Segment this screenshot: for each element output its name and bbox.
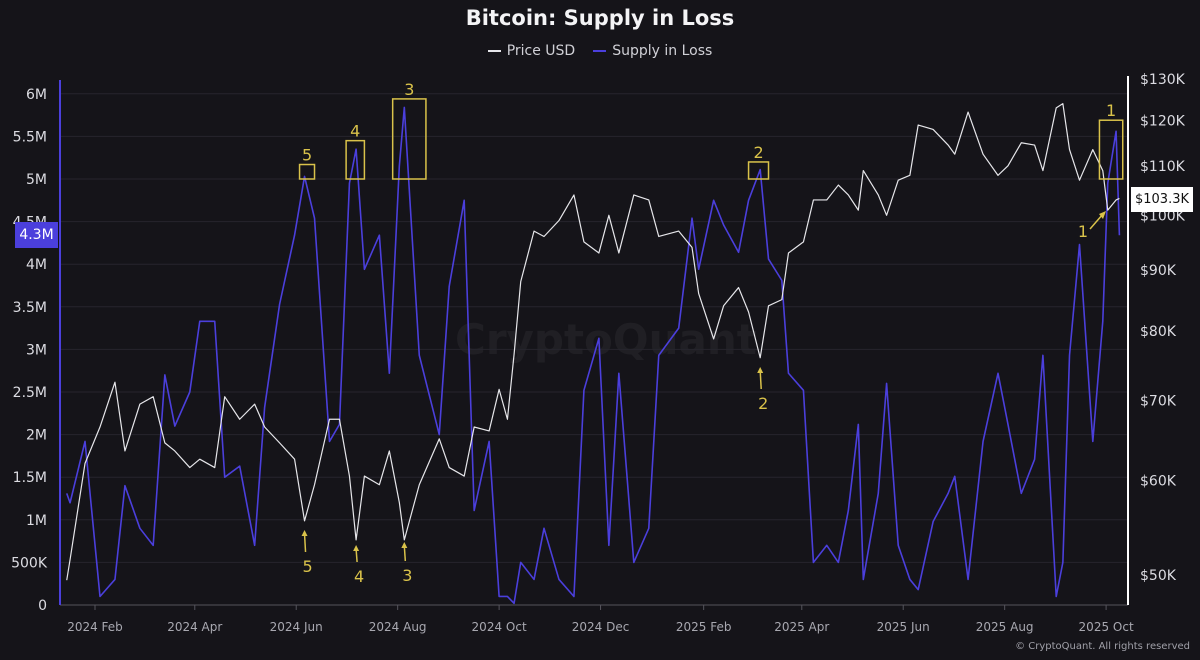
- x-tick-label: 2024 Apr: [167, 620, 222, 634]
- legend-item-supply[interactable]: Supply in Loss: [593, 43, 712, 59]
- y-left-tick-label: 3.5M: [13, 300, 47, 316]
- y-right-tick-label: $80K: [1140, 324, 1177, 340]
- x-tick-label: 2024 Aug: [369, 620, 427, 634]
- supply-in-loss-line: [65, 106, 1121, 605]
- legend-label: Supply in Loss: [612, 43, 713, 59]
- y-right-tick-label: $50K: [1140, 568, 1177, 584]
- y-left-tick-label: 5M: [26, 172, 47, 188]
- x-tick-label: 2025 Feb: [676, 620, 732, 634]
- peak-annotation-label: 1: [1106, 101, 1116, 120]
- peak-annotation-label: 5: [302, 146, 312, 165]
- x-tick-label: 2024 Dec: [572, 620, 630, 634]
- y-left-tick-label: 5.5M: [13, 129, 47, 145]
- arrowhead-icon: [353, 545, 360, 551]
- peak-annotation-box: [1098, 119, 1124, 180]
- y-right-tick-label: $110K: [1140, 159, 1186, 175]
- y-left-tick-label: 6M: [26, 87, 47, 103]
- y-left-tick-label: 0: [38, 598, 47, 614]
- y-left-tick-label: 4M: [26, 257, 47, 273]
- y-left-tick-label: 2M: [26, 428, 47, 444]
- legend-label: Price USD: [506, 43, 576, 59]
- x-tick-label: 2025 Apr: [774, 620, 829, 634]
- y-right-tick-label: $100K: [1140, 208, 1186, 224]
- watermark: CryptoQuant: [455, 315, 757, 364]
- arrowhead-icon: [1099, 211, 1106, 219]
- y-left-tick-label: 2.5M: [13, 385, 47, 401]
- price-arrow-label: 2: [758, 394, 768, 413]
- y-left-tick-label: 3M: [26, 342, 47, 358]
- y-left-tick-label: 500K: [11, 555, 48, 571]
- chart-title: Bitcoin: Supply in Loss: [465, 6, 735, 30]
- price-arrow: [759, 370, 762, 390]
- arrowhead-icon: [757, 367, 764, 373]
- x-tick-label: 2024 Feb: [67, 620, 123, 634]
- y-left-tick-label: 1.5M: [13, 470, 47, 486]
- peak-annotation-box: [391, 98, 427, 180]
- y-left-tick-label: 1M: [26, 513, 47, 529]
- price-arrow-label: 5: [302, 557, 312, 576]
- y-right-tick-label: $60K: [1140, 473, 1177, 489]
- x-tick-label: 2024 Jun: [270, 620, 323, 634]
- x-tick-label: 2024 Oct: [472, 620, 527, 634]
- y-right-tick-label: $90K: [1140, 263, 1177, 279]
- current-price-tag: $103.3K: [1131, 187, 1193, 212]
- legend-item-price[interactable]: Price USD: [487, 43, 576, 59]
- peak-annotation-label: 4: [350, 122, 360, 141]
- x-tick-label: 2025 Jun: [877, 620, 930, 634]
- price-arrow: [1089, 213, 1104, 230]
- price-swatch-icon: [487, 50, 501, 52]
- peak-annotation-box: [298, 163, 316, 180]
- supply-swatch-icon: [593, 50, 607, 52]
- current-supply-tag: 4.3M: [15, 222, 58, 248]
- price-arrow: [403, 545, 407, 562]
- arrowhead-icon: [401, 542, 408, 548]
- peak-annotation-label: 2: [753, 143, 763, 162]
- price-arrow-label: 1: [1078, 222, 1088, 241]
- legend: Price USD Supply in Loss: [0, 43, 1200, 59]
- peak-annotation-box: [747, 161, 770, 180]
- price-arrow: [355, 548, 358, 563]
- copyright: © CryptoQuant. All rights reserved: [1015, 641, 1190, 652]
- x-tick-label: 2025 Oct: [1079, 620, 1134, 634]
- y-right-tick-label: $120K: [1140, 114, 1186, 130]
- price-arrow-label: 4: [354, 567, 364, 586]
- price-arrow-label: 3: [402, 566, 412, 585]
- y-right-tick-label: $70K: [1140, 393, 1177, 409]
- peak-annotation-label: 3: [404, 80, 414, 99]
- peak-annotation-box: [345, 139, 366, 180]
- x-tick-label: 2025 Aug: [976, 620, 1034, 634]
- price-arrow: [303, 533, 307, 553]
- arrowhead-icon: [301, 530, 308, 536]
- price-usd-line: [66, 103, 1120, 581]
- y-right-tick-label: $130K: [1140, 72, 1186, 88]
